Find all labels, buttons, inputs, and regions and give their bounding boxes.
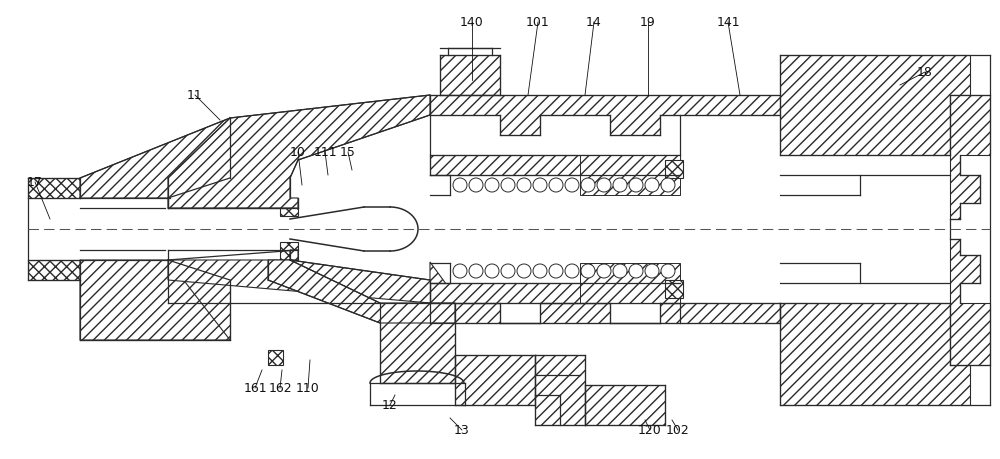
Polygon shape <box>430 95 780 135</box>
Circle shape <box>565 264 579 278</box>
Text: 101: 101 <box>526 16 550 28</box>
Bar <box>535 355 585 425</box>
Bar <box>665 280 683 298</box>
Bar <box>28 260 80 280</box>
Circle shape <box>485 178 499 192</box>
Text: 110: 110 <box>296 381 320 394</box>
Text: 15: 15 <box>340 146 356 158</box>
Text: 120: 120 <box>638 424 662 437</box>
Circle shape <box>645 178 659 192</box>
Circle shape <box>661 264 675 278</box>
Bar <box>455 355 535 405</box>
Circle shape <box>517 264 531 278</box>
Bar <box>268 350 283 365</box>
Bar <box>380 303 455 383</box>
Text: 19: 19 <box>640 16 656 28</box>
Text: 102: 102 <box>666 424 690 437</box>
Polygon shape <box>580 263 680 303</box>
Circle shape <box>469 264 483 278</box>
Text: 11: 11 <box>187 89 203 101</box>
Bar <box>665 160 683 178</box>
Circle shape <box>469 178 483 192</box>
Circle shape <box>613 178 627 192</box>
Text: 17: 17 <box>27 175 43 189</box>
Circle shape <box>533 178 547 192</box>
Circle shape <box>581 178 595 192</box>
Circle shape <box>517 178 531 192</box>
Bar <box>585 385 665 425</box>
Text: 140: 140 <box>460 16 484 28</box>
Circle shape <box>613 264 627 278</box>
Circle shape <box>533 264 547 278</box>
Text: 111: 111 <box>313 146 337 158</box>
Circle shape <box>453 264 467 278</box>
Circle shape <box>453 178 467 192</box>
Circle shape <box>485 264 499 278</box>
Polygon shape <box>80 280 230 340</box>
Polygon shape <box>168 95 430 208</box>
Circle shape <box>645 264 659 278</box>
Bar <box>440 55 500 95</box>
Polygon shape <box>168 250 460 303</box>
Text: 13: 13 <box>454 424 470 437</box>
Bar <box>280 242 298 260</box>
Circle shape <box>549 264 563 278</box>
Text: 14: 14 <box>586 16 602 28</box>
Circle shape <box>629 178 643 192</box>
Text: 162: 162 <box>268 381 292 394</box>
Polygon shape <box>950 95 990 219</box>
Polygon shape <box>950 239 990 365</box>
Text: 161: 161 <box>243 381 267 394</box>
Circle shape <box>549 178 563 192</box>
Polygon shape <box>430 303 780 323</box>
Circle shape <box>597 178 611 192</box>
Circle shape <box>501 178 515 192</box>
Circle shape <box>661 178 675 192</box>
Bar <box>280 198 298 216</box>
Polygon shape <box>780 55 970 155</box>
Circle shape <box>565 178 579 192</box>
Circle shape <box>629 264 643 278</box>
Text: 18: 18 <box>917 66 933 78</box>
Circle shape <box>597 264 611 278</box>
Circle shape <box>581 264 595 278</box>
Bar <box>28 178 80 198</box>
Circle shape <box>501 264 515 278</box>
Polygon shape <box>580 155 680 195</box>
Text: 10: 10 <box>290 146 306 158</box>
Text: 12: 12 <box>382 398 398 412</box>
Text: 141: 141 <box>716 16 740 28</box>
Polygon shape <box>430 283 680 303</box>
Polygon shape <box>780 303 970 405</box>
Polygon shape <box>80 260 230 340</box>
Polygon shape <box>268 260 455 323</box>
Polygon shape <box>430 155 680 175</box>
Polygon shape <box>80 118 230 198</box>
